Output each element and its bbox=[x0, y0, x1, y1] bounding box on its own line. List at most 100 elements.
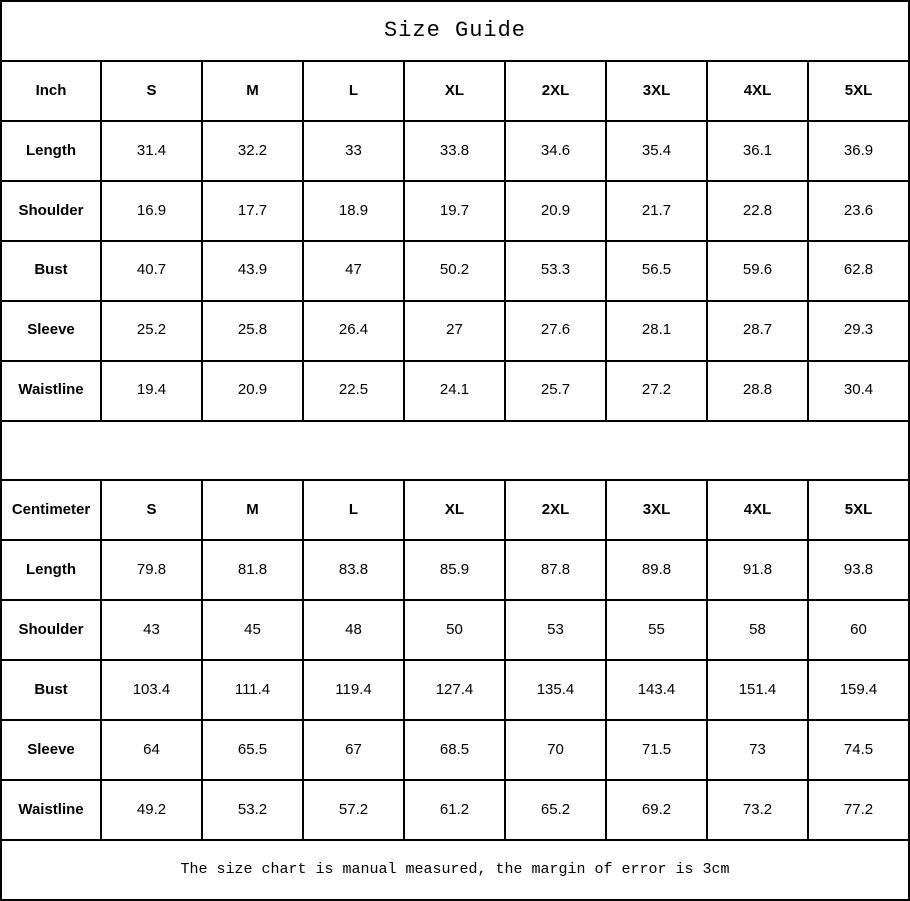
size-header-cell: L bbox=[303, 60, 404, 121]
row-label-cell: Bust bbox=[1, 660, 101, 721]
value-cell: 47 bbox=[303, 240, 404, 301]
value-cell: 59.6 bbox=[707, 240, 808, 301]
value-cell: 56.5 bbox=[606, 240, 707, 301]
value-cell: 85.9 bbox=[404, 540, 505, 601]
size-header-cell: M bbox=[202, 480, 303, 541]
spacer-row bbox=[1, 420, 909, 481]
value-cell: 25.2 bbox=[101, 300, 202, 361]
size-header-cell: 5XL bbox=[808, 60, 909, 121]
value-cell: 28.7 bbox=[707, 300, 808, 361]
size-header-cell: 3XL bbox=[606, 480, 707, 541]
row-label-cell: Shoulder bbox=[1, 180, 101, 241]
value-cell: 22.5 bbox=[303, 360, 404, 421]
value-cell: 71.5 bbox=[606, 720, 707, 781]
row-label-cell: Length bbox=[1, 540, 101, 601]
value-cell: 27.2 bbox=[606, 360, 707, 421]
value-cell: 45 bbox=[202, 600, 303, 661]
value-cell: 70 bbox=[505, 720, 606, 781]
row-label-cell: Sleeve bbox=[1, 720, 101, 781]
size-header-cell: 4XL bbox=[707, 60, 808, 121]
value-cell: 35.4 bbox=[606, 120, 707, 181]
value-cell: 27 bbox=[404, 300, 505, 361]
value-cell: 73 bbox=[707, 720, 808, 781]
size-header-cell: 2XL bbox=[505, 480, 606, 541]
value-cell: 36.1 bbox=[707, 120, 808, 181]
value-cell: 53.3 bbox=[505, 240, 606, 301]
value-cell: 77.2 bbox=[808, 780, 909, 841]
value-cell: 61.2 bbox=[404, 780, 505, 841]
value-cell: 143.4 bbox=[606, 660, 707, 721]
value-cell: 33 bbox=[303, 120, 404, 181]
row-label-cell: Length bbox=[1, 120, 101, 181]
value-cell: 127.4 bbox=[404, 660, 505, 721]
value-cell: 67 bbox=[303, 720, 404, 781]
value-cell: 91.8 bbox=[707, 540, 808, 601]
size-header-cell: 3XL bbox=[606, 60, 707, 121]
page-title: Size Guide bbox=[1, 1, 909, 61]
value-cell: 19.7 bbox=[404, 180, 505, 241]
unit-header-inch: Inch bbox=[1, 60, 101, 121]
value-cell: 60 bbox=[808, 600, 909, 661]
value-cell: 81.8 bbox=[202, 540, 303, 601]
size-header-cell: 5XL bbox=[808, 480, 909, 541]
size-header-cell: 4XL bbox=[707, 480, 808, 541]
value-cell: 87.8 bbox=[505, 540, 606, 601]
value-cell: 48 bbox=[303, 600, 404, 661]
value-cell: 21.7 bbox=[606, 180, 707, 241]
value-cell: 64 bbox=[101, 720, 202, 781]
value-cell: 103.4 bbox=[101, 660, 202, 721]
value-cell: 18.9 bbox=[303, 180, 404, 241]
size-header-cell: 2XL bbox=[505, 60, 606, 121]
value-cell: 50.2 bbox=[404, 240, 505, 301]
value-cell: 53 bbox=[505, 600, 606, 661]
value-cell: 65.5 bbox=[202, 720, 303, 781]
value-cell: 74.5 bbox=[808, 720, 909, 781]
size-header-cell: S bbox=[101, 60, 202, 121]
value-cell: 68.5 bbox=[404, 720, 505, 781]
value-cell: 33.8 bbox=[404, 120, 505, 181]
row-label-cell: Waistline bbox=[1, 780, 101, 841]
value-cell: 40.7 bbox=[101, 240, 202, 301]
value-cell: 49.2 bbox=[101, 780, 202, 841]
value-cell: 83.8 bbox=[303, 540, 404, 601]
unit-header-centimeter: Centimeter bbox=[1, 480, 101, 541]
size-header-cell: XL bbox=[404, 480, 505, 541]
value-cell: 55 bbox=[606, 600, 707, 661]
value-cell: 89.8 bbox=[606, 540, 707, 601]
value-cell: 25.7 bbox=[505, 360, 606, 421]
row-label-cell: Bust bbox=[1, 240, 101, 301]
value-cell: 32.2 bbox=[202, 120, 303, 181]
value-cell: 93.8 bbox=[808, 540, 909, 601]
value-cell: 65.2 bbox=[505, 780, 606, 841]
value-cell: 31.4 bbox=[101, 120, 202, 181]
value-cell: 151.4 bbox=[707, 660, 808, 721]
value-cell: 43 bbox=[101, 600, 202, 661]
value-cell: 69.2 bbox=[606, 780, 707, 841]
value-cell: 24.1 bbox=[404, 360, 505, 421]
value-cell: 57.2 bbox=[303, 780, 404, 841]
value-cell: 58 bbox=[707, 600, 808, 661]
value-cell: 23.6 bbox=[808, 180, 909, 241]
value-cell: 26.4 bbox=[303, 300, 404, 361]
value-cell: 73.2 bbox=[707, 780, 808, 841]
value-cell: 17.7 bbox=[202, 180, 303, 241]
value-cell: 16.9 bbox=[101, 180, 202, 241]
value-cell: 30.4 bbox=[808, 360, 909, 421]
value-cell: 29.3 bbox=[808, 300, 909, 361]
value-cell: 53.2 bbox=[202, 780, 303, 841]
value-cell: 28.1 bbox=[606, 300, 707, 361]
row-label-cell: Sleeve bbox=[1, 300, 101, 361]
size-header-cell: M bbox=[202, 60, 303, 121]
value-cell: 19.4 bbox=[101, 360, 202, 421]
value-cell: 36.9 bbox=[808, 120, 909, 181]
value-cell: 62.8 bbox=[808, 240, 909, 301]
value-cell: 20.9 bbox=[505, 180, 606, 241]
value-cell: 27.6 bbox=[505, 300, 606, 361]
value-cell: 135.4 bbox=[505, 660, 606, 721]
row-label-cell: Shoulder bbox=[1, 600, 101, 661]
size-header-cell: S bbox=[101, 480, 202, 541]
value-cell: 34.6 bbox=[505, 120, 606, 181]
value-cell: 50 bbox=[404, 600, 505, 661]
footer-note: The size chart is manual measured, the m… bbox=[1, 840, 909, 900]
row-label-cell: Waistline bbox=[1, 360, 101, 421]
